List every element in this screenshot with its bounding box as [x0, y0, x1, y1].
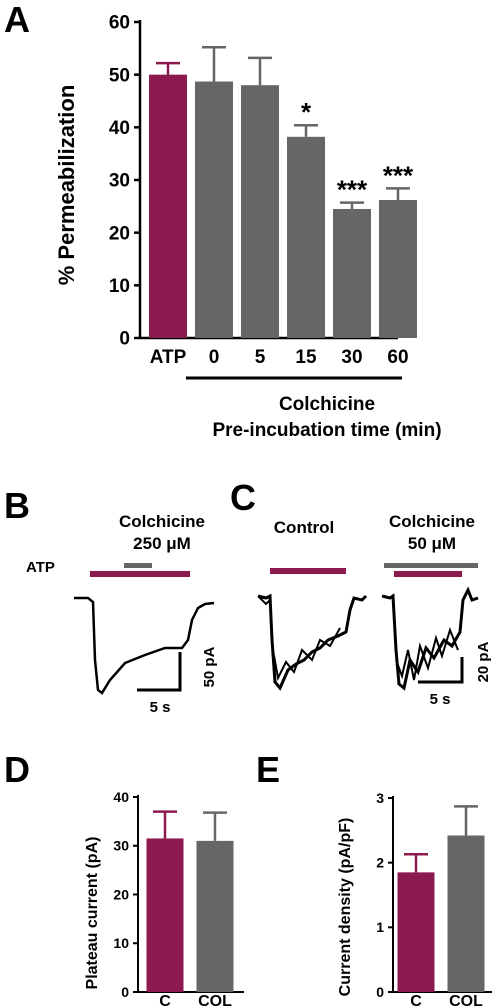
- panel-a-bar: [333, 208, 371, 338]
- panel-a-y-tick-label: 30: [109, 171, 130, 192]
- panel-d-y-tick-label: 0: [121, 984, 129, 1000]
- panel-a-group-label-1: Colchicine: [279, 394, 375, 415]
- panel-a-category-label: 0: [209, 347, 220, 368]
- panel-c-colchicine-trace: [381, 586, 479, 691]
- panel-a-y-tick-label: 40: [109, 118, 130, 139]
- panel-a-y-tick-label: 60: [109, 13, 130, 34]
- panel-a-significance: ***: [337, 175, 368, 205]
- panel-c-control-label: Control: [274, 518, 334, 537]
- panel-b-scale-time: 5 s: [150, 699, 171, 716]
- panel-a-significance: *: [301, 97, 312, 127]
- panel-e-y-tick-label: 2: [376, 855, 384, 871]
- panel-c-control-atp-bar: [270, 568, 346, 574]
- panel-letter-c: C: [230, 477, 256, 518]
- panel-c-drug-label-1: Colchicine: [389, 512, 475, 531]
- panel-d-y-tick-label: 20: [113, 886, 129, 902]
- panel-b: Colchicine 250 μM ATP 5 s 50 pA: [26, 512, 218, 716]
- panel-e-chart: Current density (pA/pF) 0 1 2 3 C COL: [337, 790, 492, 1008]
- panel-c-scale-current: 20 pA: [475, 641, 492, 682]
- panel-c-control-trace: [257, 593, 368, 691]
- panel-e-category-label: C: [410, 993, 422, 1008]
- panel-b-atp-bar: [90, 571, 190, 577]
- panel-a-bar: [287, 136, 325, 338]
- panel-a-category-label: 60: [387, 347, 408, 368]
- panel-a-category-label: 15: [295, 347, 317, 368]
- panel-c-drug-atp-bar: [394, 571, 462, 577]
- panel-letter-a: A: [4, 0, 30, 40]
- panel-a-category-label: 30: [341, 347, 362, 368]
- panel-a-bar: [195, 81, 233, 338]
- panel-b-colchicine-bar: [124, 563, 152, 568]
- panel-c: Control Colchicine 50 μM 5 s 20 pA: [257, 512, 492, 708]
- panel-a-chart: % Permeabilization Colchicine Pre-incuba…: [54, 13, 442, 441]
- panel-b-atp-label: ATP: [26, 559, 55, 576]
- panel-d-category-label: COL: [198, 993, 232, 1008]
- panel-e-y-tick-label: 1: [376, 919, 384, 935]
- panel-a-ylabel: % Permeabilization: [54, 85, 79, 286]
- panel-letter-d: D: [4, 749, 30, 790]
- panel-b-drug-label-1: Colchicine: [119, 512, 205, 531]
- panel-c-colchicine-noise: [395, 626, 459, 681]
- panel-e-y-tick-label: 0: [376, 984, 384, 1000]
- panel-d-ylabel: Plateau current (pA): [84, 837, 101, 990]
- panel-c-control-noise: [257, 595, 341, 682]
- panel-e-ylabel: Current density (pA/pF): [337, 818, 354, 997]
- panel-a-significance: ***: [383, 160, 414, 190]
- panel-a-bar: [379, 200, 417, 338]
- panel-b-drug-label-2: 250 μM: [133, 534, 191, 553]
- panel-c-drug-label-2: 50 μM: [408, 534, 456, 553]
- panel-b-scale-bar: [137, 652, 182, 692]
- panel-a-y-tick-label: 0: [119, 329, 130, 350]
- panel-d-y-tick-label: 10: [113, 935, 129, 951]
- panel-b-scale-current: 50 pA: [201, 646, 218, 687]
- panel-a-category-label: 5: [255, 347, 266, 368]
- panel-a-bar: [149, 74, 187, 339]
- panel-d-bar: [146, 838, 184, 992]
- panel-e-bar: [447, 835, 485, 992]
- panel-letter-e: E: [256, 749, 280, 790]
- panel-a-y-tick-label: 50: [109, 65, 130, 86]
- panel-d-y-tick-label: 30: [113, 838, 129, 854]
- panel-d-category-label: C: [159, 993, 171, 1008]
- panel-a-bar: [241, 85, 279, 338]
- panel-c-scale-time: 5 s: [430, 691, 451, 708]
- panel-a-category-label: ATP: [150, 347, 187, 368]
- panel-b-current-trace: [74, 596, 215, 695]
- panel-a-y-tick-label: 10: [109, 276, 130, 297]
- panel-d-bar: [196, 840, 234, 992]
- panel-e-y-tick-label: 3: [376, 790, 384, 806]
- panel-a-y-tick-label: 20: [109, 223, 130, 244]
- panel-e-bar: [397, 872, 435, 992]
- panel-c-colchicine-bar: [384, 563, 478, 568]
- panel-c-scale-bar: [418, 657, 464, 684]
- panel-e-category-label: COL: [449, 993, 483, 1008]
- panel-d-y-tick-label: 40: [113, 789, 129, 805]
- panel-a-group-label-2: Pre-incubation time (min): [212, 420, 441, 441]
- panel-letter-b: B: [4, 485, 30, 526]
- panel-d-chart: Plateau current (pA) 0 10 20 30 40 C COL: [84, 789, 244, 1008]
